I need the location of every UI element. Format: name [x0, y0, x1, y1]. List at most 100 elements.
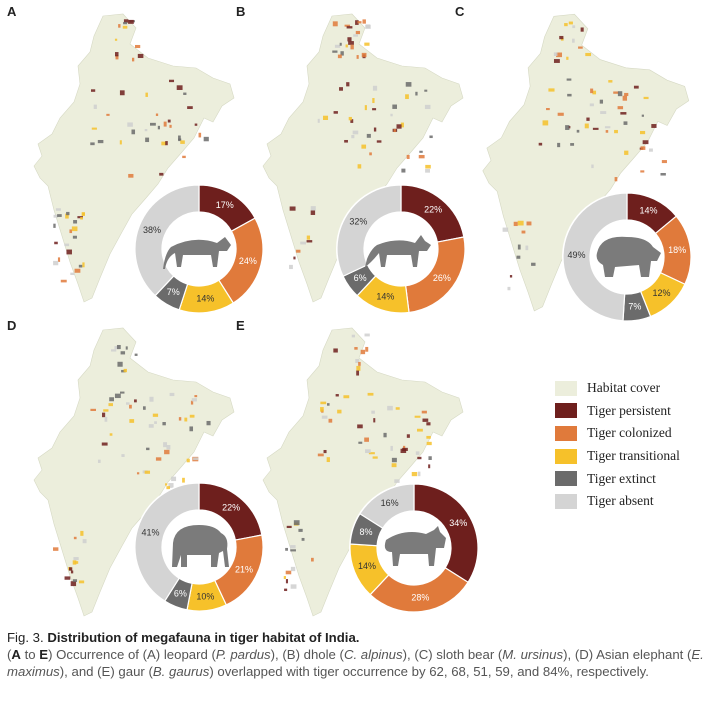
map-hotspot	[333, 348, 338, 353]
map-hotspot	[163, 442, 168, 448]
donut-chart: 34% 28% 14% 8% 16%	[349, 483, 479, 613]
legend-swatch	[555, 380, 577, 396]
map-hotspot	[592, 90, 597, 95]
map-hotspot	[300, 241, 307, 245]
donut-chart: 17% 24% 14% 7% 38%	[134, 184, 264, 314]
map-hotspot	[150, 122, 156, 126]
caption-text-part: ) overlapped with tiger occurrence by 62…	[209, 664, 649, 679]
caption-text-part: to	[20, 647, 40, 662]
dhole-icon	[365, 235, 431, 267]
map-hotspot	[557, 142, 561, 148]
leopard-icon	[163, 237, 231, 269]
map-hotspot	[164, 449, 170, 455]
map-hotspot	[600, 111, 607, 114]
map-hotspot	[344, 24, 351, 27]
map-hotspot	[157, 125, 160, 130]
map-hotspot	[565, 125, 570, 130]
panel-letter: D	[7, 318, 16, 333]
donut-data-label: 14%	[358, 561, 376, 571]
map-hotspot	[117, 361, 123, 367]
map-hotspot	[525, 245, 529, 251]
panel-letter: C	[455, 4, 465, 19]
map-hotspot	[178, 138, 182, 142]
sloth-bear-icon	[596, 236, 661, 277]
map-hotspot	[516, 255, 521, 259]
map-hotspot	[155, 113, 159, 116]
donut-data-label: 12%	[653, 288, 671, 298]
map-hotspot	[109, 397, 114, 402]
map-hotspot	[405, 94, 409, 100]
map-hotspot	[176, 85, 183, 90]
map-hotspot	[70, 272, 75, 276]
map-hotspot	[394, 479, 400, 483]
map-hotspot	[566, 78, 572, 81]
map-hotspot	[360, 349, 366, 355]
map-hotspot	[145, 137, 150, 143]
map-hotspot	[165, 141, 168, 146]
map-hotspot	[134, 399, 137, 403]
map-hotspot	[285, 547, 288, 551]
map-hotspot	[387, 405, 393, 411]
map-hotspot	[152, 413, 159, 417]
map-hotspot	[90, 408, 96, 412]
map-hotspot	[362, 19, 366, 24]
map-hotspot	[365, 449, 371, 454]
panel-c: C 14% 18% 12% 7% 49%	[455, 4, 692, 322]
map-hotspot	[517, 220, 524, 226]
caption-text-part: (	[7, 647, 12, 662]
map-hotspot	[159, 172, 164, 176]
map-hotspot	[641, 114, 644, 117]
map-hotspot	[604, 126, 611, 129]
map-hotspot	[169, 124, 172, 128]
map-hotspot	[538, 142, 543, 146]
map-hotspot	[169, 392, 175, 397]
map-hotspot	[415, 451, 420, 455]
map-hotspot	[73, 536, 77, 540]
map-hotspot	[142, 406, 146, 410]
map-hotspot	[72, 235, 77, 239]
map-hotspot	[364, 105, 367, 111]
map-hotspot	[391, 457, 397, 463]
donut-data-label: 24%	[239, 256, 257, 266]
map-hotspot	[352, 130, 359, 135]
map-hotspot	[526, 221, 532, 226]
map-hotspot	[306, 240, 313, 243]
map-hotspot	[371, 410, 375, 414]
map-hotspot	[366, 133, 371, 138]
map-hotspot	[568, 21, 573, 25]
legend-item: Tiger absent	[555, 490, 680, 513]
map-hotspot	[622, 95, 628, 101]
map-hotspot	[553, 59, 560, 63]
map-hotspot	[428, 464, 431, 469]
map-hotspot	[351, 334, 356, 338]
map-hotspot	[368, 452, 375, 455]
map-hotspot	[590, 88, 594, 94]
caption-title: Distribution of megafauna in tiger habit…	[47, 630, 360, 645]
map-hotspot	[78, 264, 83, 268]
map-hotspot	[417, 471, 421, 477]
map-hotspot	[340, 51, 344, 56]
map-hotspot	[285, 579, 289, 584]
map-hotspot	[557, 112, 564, 116]
map-hotspot	[178, 417, 182, 421]
figure-caption: Fig. 3. Distribution of megafauna in tig…	[7, 629, 715, 680]
legend-label: Tiger colonized	[587, 425, 672, 441]
donut-data-label: 41%	[141, 527, 159, 537]
map-hotspot	[310, 206, 316, 211]
map-hotspot	[339, 87, 343, 91]
map-hotspot	[123, 19, 129, 23]
map-hotspot	[502, 227, 509, 232]
map-hotspot	[53, 214, 59, 218]
map-hotspot	[129, 419, 135, 423]
legend-item: Habitat cover	[555, 377, 680, 400]
map-hotspot	[406, 154, 410, 159]
elephant-icon	[172, 525, 229, 567]
map-hotspot	[322, 115, 329, 120]
map-hotspot	[356, 55, 359, 59]
map-hotspot	[145, 92, 148, 97]
map-hotspot	[357, 424, 363, 429]
map-hotspot	[65, 213, 69, 219]
map-hotspot	[167, 119, 171, 123]
map-hotspot	[566, 56, 569, 60]
caption-text-part: ), (B) dhole (	[270, 647, 344, 662]
